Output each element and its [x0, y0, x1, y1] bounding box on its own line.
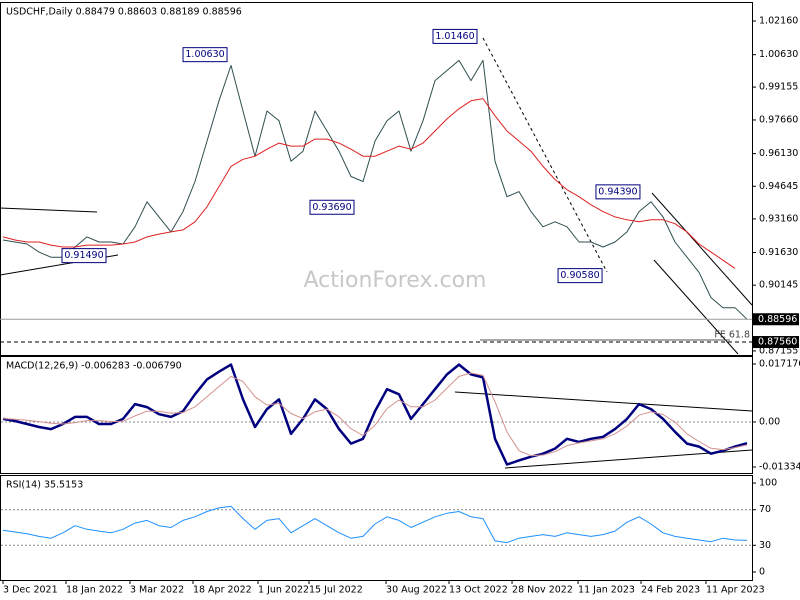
y-tick-label: 0.017176 — [759, 358, 800, 369]
series-line — [2, 59, 748, 320]
x-tick-label: 13 Oct 2022 — [449, 585, 508, 596]
annotation-label: 1.00630 — [185, 49, 224, 60]
panel-title: MACD(12,26,9) -0.006283 -0.006790 — [6, 361, 182, 372]
x-tick-label: 3 Mar 2022 — [130, 585, 184, 596]
annotation-box — [61, 248, 107, 264]
annotation-label: 0.93690 — [312, 202, 351, 213]
y-tick-label: 0.91630 — [759, 247, 798, 258]
annotation-box — [432, 28, 478, 44]
annotation-box — [595, 184, 641, 200]
annotation-label: 1.01460 — [435, 31, 474, 42]
price-level-box — [753, 336, 799, 349]
price-level-box — [753, 313, 799, 326]
annotation-box — [182, 47, 228, 63]
panel-title: RSI(14) 35.5153 — [6, 480, 83, 491]
y-tick-label: 0.96130 — [759, 148, 798, 159]
series-line — [2, 372, 748, 457]
series-line — [2, 363, 748, 466]
panel-title: USDCHF,Daily 0.88479 0.88603 0.88189 0.8… — [6, 7, 242, 18]
channel-line — [651, 192, 753, 306]
trend-line — [0, 207, 98, 213]
y-tick-label: 0 — [759, 566, 765, 577]
y-tick-label: 70 — [759, 504, 771, 515]
x-tick-label: 30 Aug 2022 — [386, 585, 447, 596]
price-level-label: 0.87560 — [758, 337, 797, 348]
annotation-box — [557, 268, 603, 284]
x-tick-label: 15 Jul 2022 — [309, 585, 363, 596]
y-tick-label: 0.90145 — [759, 280, 798, 291]
annotation-box — [309, 199, 355, 215]
fe-label: FE 61.8 — [714, 330, 750, 341]
rsi-panel — [0, 475, 753, 581]
x-tick-label: 18 Jan 2022 — [66, 585, 123, 596]
channel-line — [653, 259, 739, 355]
y-tick-label: -0.01334 — [759, 461, 800, 472]
trend-line — [482, 37, 608, 273]
macd-panel — [0, 356, 753, 474]
watermark: ActionForex.com — [304, 268, 487, 293]
y-tick-label: 0.87155 — [759, 345, 798, 356]
x-tick-label: 28 Nov 2022 — [512, 585, 573, 596]
y-tick-label: 1.02160 — [759, 16, 798, 27]
x-tick-label: 3 Dec 2021 — [3, 585, 58, 596]
series-line — [2, 505, 748, 544]
x-tick-label: 24 Feb 2023 — [641, 585, 700, 596]
y-tick-label: 0.93160 — [759, 213, 798, 224]
annotation-label: 0.91490 — [64, 250, 103, 261]
price-level-label: 0.88596 — [758, 314, 797, 325]
x-tick-label: 1 Jun 2022 — [258, 585, 309, 596]
y-tick-label: 30 — [759, 540, 771, 551]
series-line — [2, 98, 736, 269]
annotation-label: 0.94390 — [598, 186, 637, 197]
y-tick-label: 0.94645 — [759, 181, 798, 192]
x-tick-label: 18 Apr 2022 — [193, 585, 252, 596]
y-tick-label: 0.00 — [759, 416, 780, 427]
y-tick-label: 1.00630 — [759, 49, 798, 60]
trend-lines — [0, 37, 753, 469]
x-tick-label: 11 Apr 2023 — [706, 585, 765, 596]
annotation-label: 0.90580 — [560, 270, 599, 281]
macd-trend-line — [454, 391, 753, 412]
y-tick-label: 100 — [759, 478, 777, 489]
y-tick-label: 0.97660 — [759, 114, 798, 125]
x-tick-label: 11 Jan 2023 — [578, 585, 635, 596]
y-tick-label: 0.99155 — [759, 82, 798, 93]
price-panel — [0, 2, 753, 356]
